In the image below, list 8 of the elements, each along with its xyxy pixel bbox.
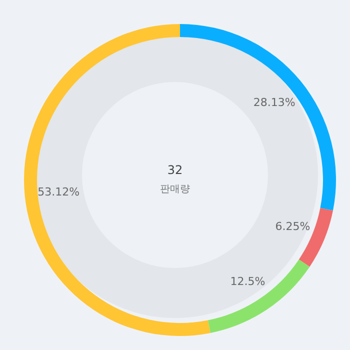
text: 32	[167, 163, 183, 177]
text: 판매량	[160, 184, 190, 195]
data-label: 12.5%	[230, 274, 266, 288]
data-label: 53.12%	[38, 185, 80, 198]
data-label: 6.25%	[275, 220, 310, 234]
data-label: 28.13%	[253, 96, 296, 110]
donut-slice	[24, 24, 210, 336]
donut-slice	[208, 259, 310, 334]
